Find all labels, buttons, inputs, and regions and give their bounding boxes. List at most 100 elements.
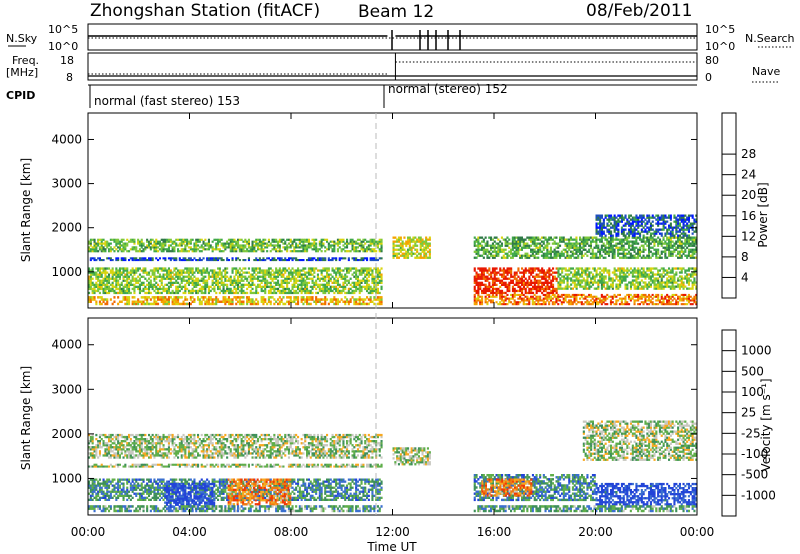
range-cell	[530, 269, 533, 272]
range-cell	[486, 287, 489, 291]
range-cell	[336, 238, 339, 241]
range-cell	[369, 298, 372, 301]
range-cell	[146, 279, 149, 282]
range-cell	[93, 244, 96, 247]
range-cell	[106, 281, 109, 284]
range-cell	[369, 244, 372, 247]
range-cell	[237, 291, 240, 295]
range-cell	[502, 277, 505, 280]
nave-tick-low: 0	[705, 71, 712, 84]
range-cell	[295, 269, 298, 272]
range-cell	[167, 250, 170, 253]
range-cell	[590, 277, 593, 280]
range-cell	[126, 271, 129, 274]
range-cell	[575, 271, 578, 274]
range-cell	[552, 279, 555, 282]
range-cell	[593, 252, 596, 255]
range-cell	[195, 279, 198, 282]
range-cell	[620, 238, 623, 241]
range-cell	[231, 257, 234, 260]
range-cell	[129, 271, 132, 274]
range-cell	[524, 289, 527, 293]
range-cell	[425, 246, 428, 249]
range-cell	[629, 244, 632, 247]
range-cell	[405, 242, 408, 245]
range-cell	[376, 242, 379, 245]
range-cell	[671, 252, 674, 255]
range-cell	[405, 254, 408, 257]
range-cell	[315, 281, 318, 284]
range-cell	[264, 277, 267, 280]
range-cell	[629, 285, 632, 288]
range-cell	[128, 277, 131, 280]
range-cell	[169, 238, 172, 241]
range-cell	[207, 273, 210, 276]
range-cell	[586, 269, 589, 272]
range-cell	[631, 271, 634, 274]
range-cell	[604, 250, 607, 253]
range-cell	[477, 267, 480, 270]
range-cell	[646, 295, 649, 298]
range-cell	[540, 250, 543, 253]
range-cell	[108, 244, 111, 247]
range-cell	[300, 273, 303, 276]
range-cell	[600, 273, 603, 276]
range-cell	[304, 300, 307, 303]
range-cell	[608, 269, 611, 272]
range-cell	[95, 273, 98, 276]
range-cell	[394, 244, 397, 247]
range-cell	[401, 240, 404, 243]
range-cell	[162, 248, 165, 251]
range-cell	[367, 269, 370, 272]
range-cell	[342, 244, 345, 247]
range-cell	[573, 279, 576, 282]
range-cell	[549, 238, 552, 241]
range-cell	[344, 296, 347, 299]
range-cell	[564, 277, 567, 280]
range-cell	[273, 277, 276, 280]
range-cell	[358, 244, 361, 247]
range-cell	[162, 244, 165, 247]
range-cell	[262, 271, 265, 274]
range-cell	[684, 293, 687, 296]
range-cell	[669, 244, 672, 247]
range-cell	[104, 250, 107, 253]
range-cell	[566, 285, 569, 288]
range-cell	[244, 244, 247, 247]
range-cell	[238, 279, 241, 282]
range-cell	[575, 248, 578, 251]
range-cell	[428, 254, 431, 257]
range-cell	[128, 250, 131, 253]
range-cell	[322, 289, 325, 293]
range-cell	[278, 257, 281, 260]
range-cell	[126, 300, 129, 303]
range-cell	[364, 269, 367, 272]
range-cell	[195, 281, 198, 284]
range-cell	[89, 259, 92, 262]
range-cell	[335, 289, 338, 293]
range-cell	[126, 285, 129, 288]
range-cell	[120, 257, 123, 260]
range-cell	[278, 273, 281, 276]
range-cell	[177, 287, 180, 291]
range-cell	[633, 242, 636, 245]
range-cell	[622, 275, 625, 278]
range-cell	[566, 277, 569, 280]
range-cell	[100, 250, 103, 253]
range-cell	[318, 279, 321, 282]
range-cell	[426, 256, 429, 259]
range-cell	[253, 302, 256, 306]
range-cell	[313, 240, 316, 243]
range-cell	[233, 296, 236, 299]
range-cell	[253, 300, 256, 303]
range-cell	[577, 293, 580, 296]
range-cell	[360, 248, 363, 251]
range-cell	[282, 275, 285, 278]
range-cell	[95, 277, 98, 280]
range-cell	[304, 248, 307, 251]
range-cell	[475, 238, 478, 241]
range-cell	[568, 246, 571, 249]
range-cell	[549, 254, 552, 257]
range-cell	[251, 279, 254, 282]
range-cell	[135, 248, 138, 251]
